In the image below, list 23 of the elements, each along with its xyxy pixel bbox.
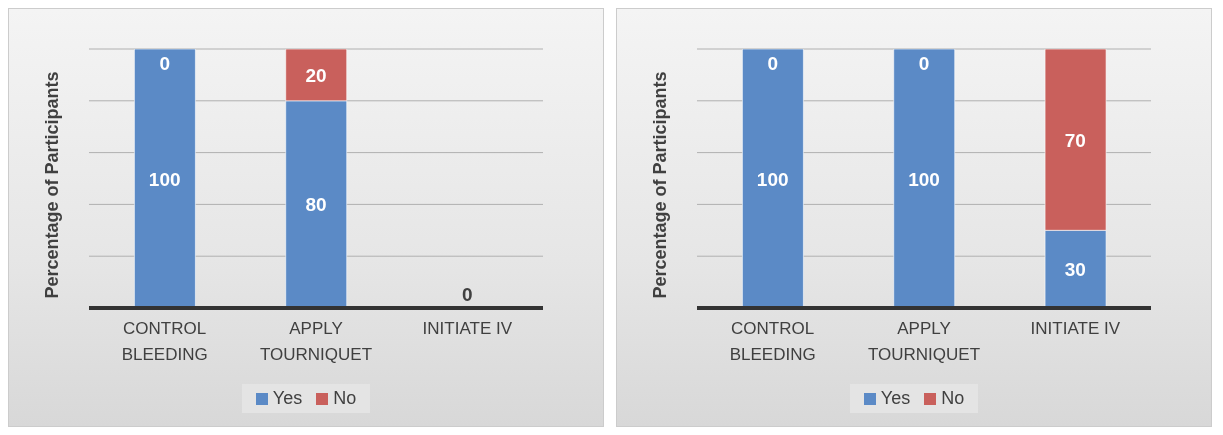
x-tick-label: INITIATE IV [1030,319,1121,338]
data-label: 100 [148,168,181,190]
data-label: 0 [159,53,170,74]
data-label: 100 [908,168,940,190]
data-label: 0 [767,53,778,74]
data-label: 20 [305,64,327,86]
data-label: 0 [462,284,473,305]
data-label: 70 [1064,129,1086,151]
y-axis-title: Percentage of Participants [650,71,671,299]
data-label: 80 [305,194,327,216]
x-tick-label: APPLY TOURNIQUET [867,319,981,364]
text: Yes [272,388,303,409]
y-axis-title: Percentage of Participants [42,71,63,299]
x-tick-label: APPLY TOURNIQUET [259,319,373,364]
data-label: 30 [1064,259,1086,281]
x-tick-label: CONTROL BLEEDING [729,319,816,364]
data-label: 0 [918,53,930,74]
legend-label: No [333,388,357,409]
data-label: 100 [756,168,789,190]
x-tick-label: CONTROL BLEEDING [121,319,208,364]
text: Yes [880,388,911,409]
x-tick-label: INITIATE IV [422,319,513,338]
legend-label: No [941,388,965,409]
